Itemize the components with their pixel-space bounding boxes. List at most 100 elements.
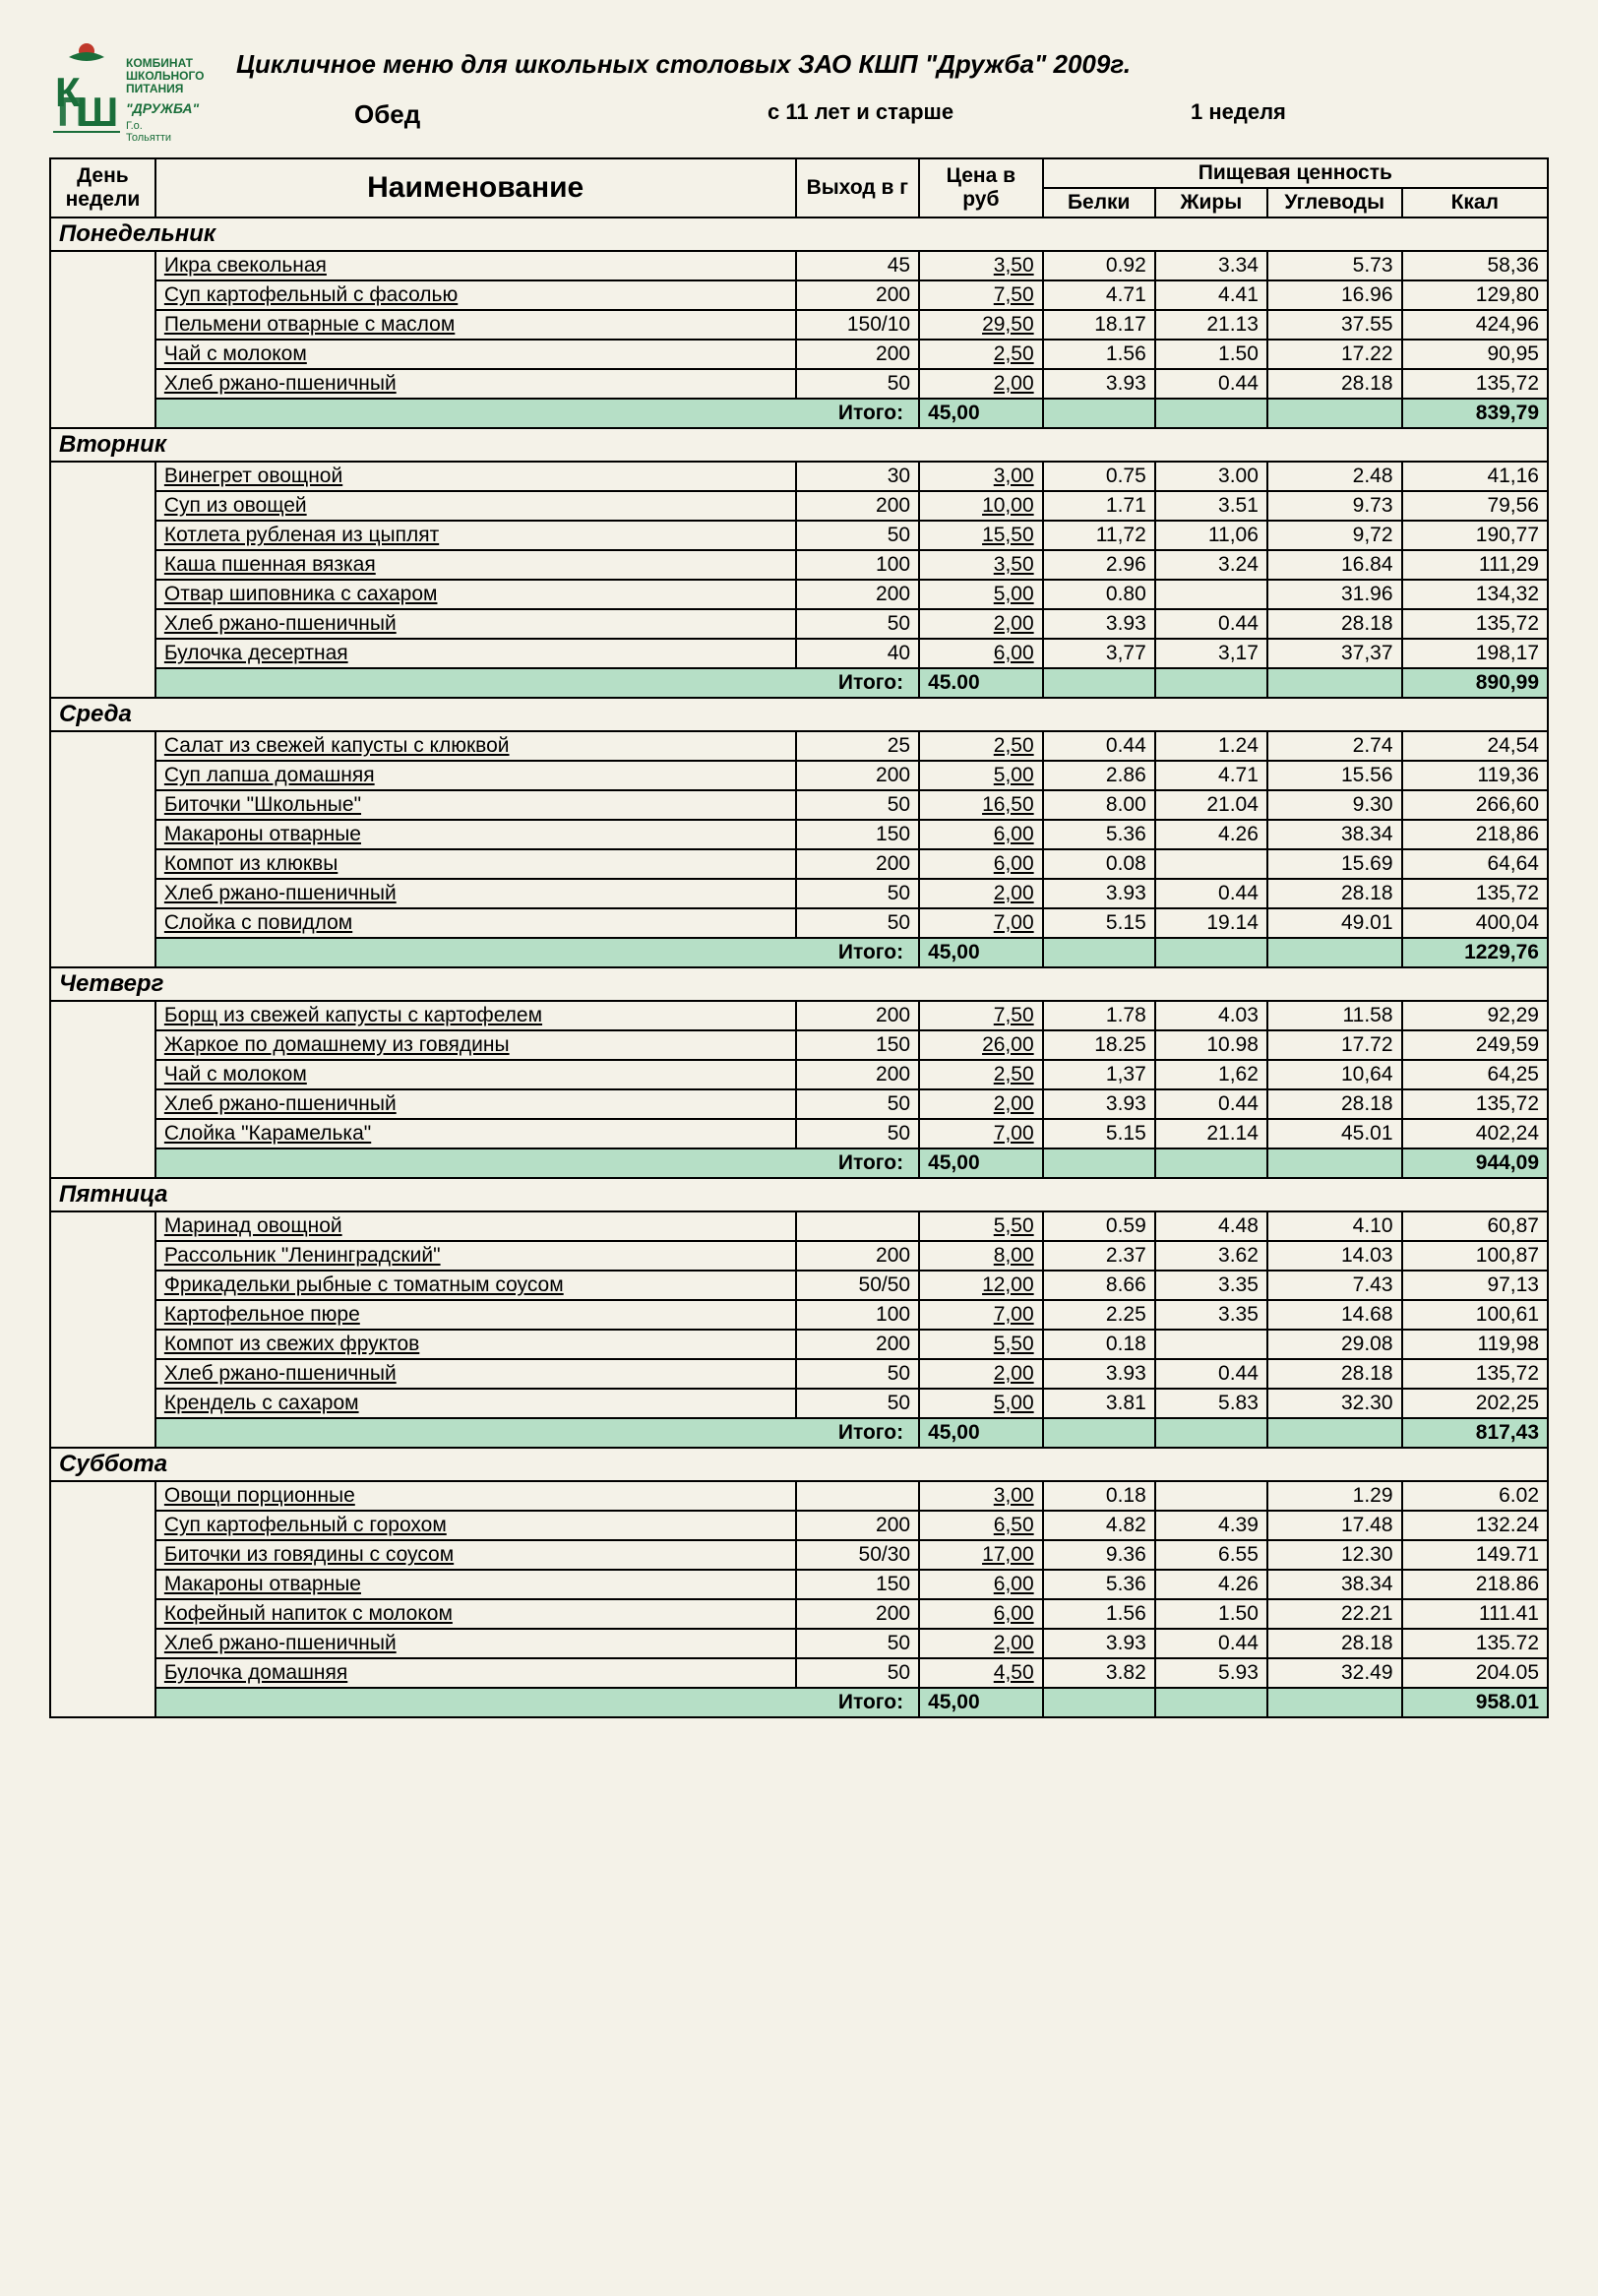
- item-kcal: 64,64: [1402, 849, 1548, 879]
- item-prot: 3.82: [1043, 1658, 1155, 1688]
- item-fat: 19.14: [1155, 908, 1267, 938]
- item-fat: [1155, 849, 1267, 879]
- total-kcal: 1229,76: [1402, 938, 1548, 967]
- day-cell: [50, 1418, 155, 1448]
- item-prot: 2.37: [1043, 1241, 1155, 1271]
- day-cell: [50, 609, 155, 639]
- item-name: Биточки из говядины с соусом: [155, 1540, 796, 1570]
- item-carb: 14.03: [1267, 1241, 1402, 1271]
- day-cell: [50, 1389, 155, 1418]
- item-out: 50: [796, 1359, 920, 1389]
- item-prot: 3.93: [1043, 1089, 1155, 1119]
- item-fat: [1155, 1330, 1267, 1359]
- item-kcal: 202,25: [1402, 1389, 1548, 1418]
- item-kcal: 149.71: [1402, 1540, 1548, 1570]
- total-price: 45,00: [919, 938, 1043, 967]
- day-cell: [50, 908, 155, 938]
- table-row: Компот из свежих фруктов2005,500.1829.08…: [50, 1330, 1548, 1359]
- table-row: Хлеб ржано-пшеничный502,003.930.4428.181…: [50, 1629, 1548, 1658]
- total-empty: [1267, 938, 1402, 967]
- day-header: Пятница: [50, 1178, 1548, 1211]
- item-prot: 3.93: [1043, 1359, 1155, 1389]
- day-cell: [50, 1629, 155, 1658]
- item-name: Овощи порционные: [155, 1481, 796, 1511]
- item-out: 100: [796, 1300, 920, 1330]
- item-carb: 17.48: [1267, 1511, 1402, 1540]
- day-cell: [50, 280, 155, 310]
- day-cell: [50, 820, 155, 849]
- item-name: Биточки "Школьные": [155, 790, 796, 820]
- total-label: Итого:: [155, 1418, 919, 1448]
- item-price: 5,00: [919, 580, 1043, 609]
- item-prot: 0.18: [1043, 1481, 1155, 1511]
- item-out: 50: [796, 1389, 920, 1418]
- item-name: Рассольник "Ленинградский": [155, 1241, 796, 1271]
- item-name: Компот из клюквы: [155, 849, 796, 879]
- item-fat: 0.44: [1155, 879, 1267, 908]
- item-out: [796, 1211, 920, 1241]
- item-price: 6,00: [919, 1570, 1043, 1599]
- item-out: 50: [796, 1089, 920, 1119]
- table-row: Пельмени отварные с маслом150/1029,5018.…: [50, 310, 1548, 340]
- item-carb: 2.48: [1267, 462, 1402, 491]
- th-name: Наименование: [155, 158, 796, 217]
- total-row: Итого:45,00958.01: [50, 1688, 1548, 1717]
- total-price: 45.00: [919, 668, 1043, 698]
- item-out: 200: [796, 280, 920, 310]
- day-cell: [50, 1148, 155, 1178]
- item-name: Картофельное пюре: [155, 1300, 796, 1330]
- item-out: 200: [796, 1001, 920, 1030]
- day-cell: [50, 340, 155, 369]
- item-name: Суп из овощей: [155, 491, 796, 521]
- item-prot: 5.36: [1043, 1570, 1155, 1599]
- item-carb: 49.01: [1267, 908, 1402, 938]
- total-empty: [1267, 1688, 1402, 1717]
- item-fat: 4.48: [1155, 1211, 1267, 1241]
- table-row: Кофейный напиток с молоком2006,001.561.5…: [50, 1599, 1548, 1629]
- item-price: 3,50: [919, 251, 1043, 280]
- total-kcal: 839,79: [1402, 399, 1548, 428]
- item-out: 50: [796, 1658, 920, 1688]
- table-row: Отвар шиповника с сахаром2005,000.8031.9…: [50, 580, 1548, 609]
- th-prot: Белки: [1043, 188, 1155, 217]
- item-fat: 0.44: [1155, 609, 1267, 639]
- item-carb: 29.08: [1267, 1330, 1402, 1359]
- item-name: Салат из свежей капусты с клюквой: [155, 731, 796, 761]
- table-row: Биточки из говядины с соусом50/3017,009.…: [50, 1540, 1548, 1570]
- item-kcal: 218.86: [1402, 1570, 1548, 1599]
- item-kcal: 402,24: [1402, 1119, 1548, 1148]
- total-empty: [1155, 1418, 1267, 1448]
- item-out: 30: [796, 462, 920, 491]
- item-prot: 18.25: [1043, 1030, 1155, 1060]
- logo-brand: "ДРУЖБА": [126, 100, 199, 116]
- total-kcal: 944,09: [1402, 1148, 1548, 1178]
- item-name: Борщ из свежей капусты с картофелем: [155, 1001, 796, 1030]
- item-name: Булочка домашняя: [155, 1658, 796, 1688]
- item-prot: 0.44: [1043, 731, 1155, 761]
- item-kcal: 79,56: [1402, 491, 1548, 521]
- day-cell: [50, 1540, 155, 1570]
- item-kcal: 424,96: [1402, 310, 1548, 340]
- day-header: Суббота: [50, 1448, 1548, 1481]
- item-carb: 1.29: [1267, 1481, 1402, 1511]
- day-header: Среда: [50, 698, 1548, 731]
- item-fat: 4.39: [1155, 1511, 1267, 1540]
- table-row: Картофельное пюре1007,002.253.3514.68100…: [50, 1300, 1548, 1330]
- day-cell: [50, 1030, 155, 1060]
- table-row: Хлеб ржано-пшеничный502,003.930.4428.181…: [50, 879, 1548, 908]
- item-out: 200: [796, 340, 920, 369]
- item-out: 50: [796, 521, 920, 550]
- item-prot: 3.93: [1043, 879, 1155, 908]
- item-price: 29,50: [919, 310, 1043, 340]
- day-cell: [50, 399, 155, 428]
- item-price: 17,00: [919, 1540, 1043, 1570]
- total-kcal: 817,43: [1402, 1418, 1548, 1448]
- item-fat: 11,06: [1155, 521, 1267, 550]
- day-cell: [50, 1570, 155, 1599]
- item-out: 200: [796, 1599, 920, 1629]
- item-carb: 16.84: [1267, 550, 1402, 580]
- item-price: 5,00: [919, 761, 1043, 790]
- item-out: 50/50: [796, 1271, 920, 1300]
- th-fat: Жиры: [1155, 188, 1267, 217]
- day-cell: [50, 849, 155, 879]
